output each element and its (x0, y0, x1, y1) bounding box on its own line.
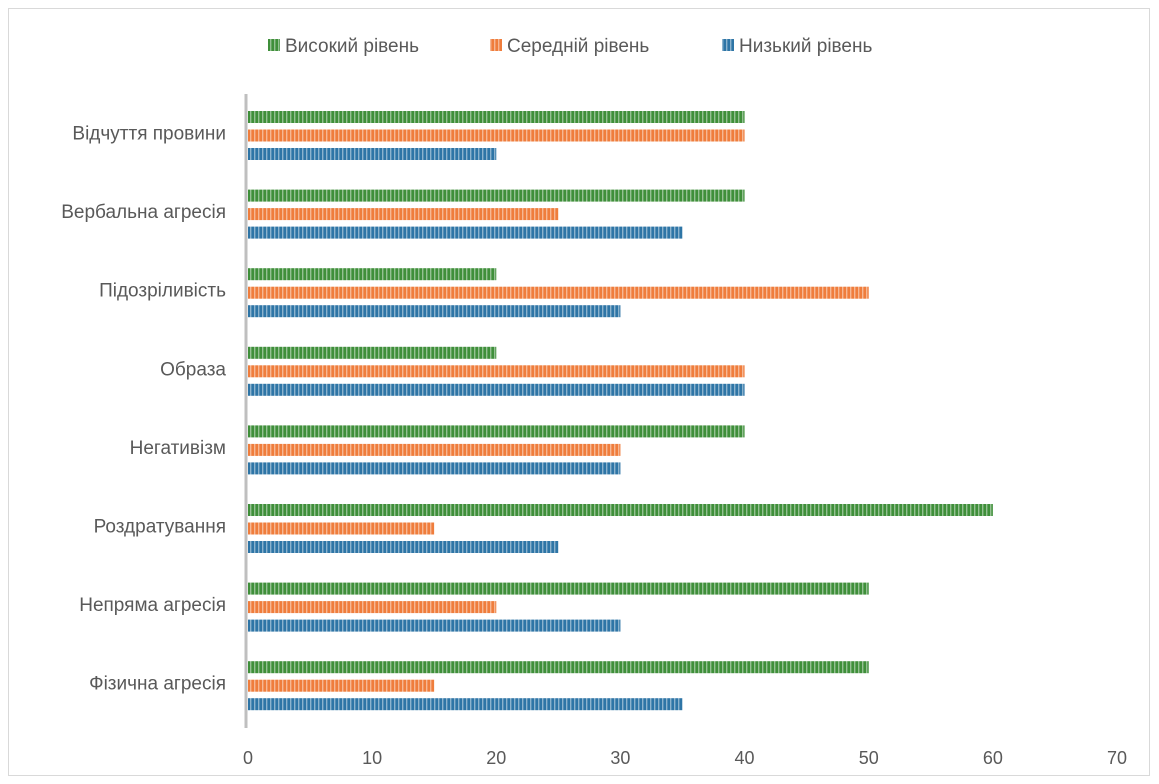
bar-образа-3 (248, 383, 745, 396)
bar-роздратування-1 (248, 504, 993, 516)
bar-негативізм-1 (248, 425, 745, 438)
bar-роздратування-2 (248, 522, 435, 535)
bar-негативізм-3 (248, 462, 621, 475)
bar-непряма-агресія-1 (248, 582, 869, 595)
bar-непряма-агресія-2 (248, 601, 497, 614)
category-label-6: Роздратування (94, 517, 226, 538)
bar-вербальна-агресія-1 (248, 189, 745, 202)
x-tick-label-30: 30 (610, 748, 630, 768)
x-tick-label-50: 50 (859, 748, 879, 768)
legend: Високий рівень Середній рівень Низький рів… (268, 36, 872, 57)
legend-swatch-2 (490, 39, 502, 51)
bar-відчуття-провини-2 (248, 129, 745, 142)
bar-відчуття-провини-1 (248, 111, 745, 123)
x-tick-label-40: 40 (735, 748, 755, 768)
bar-фізична-агресія-1 (248, 661, 869, 674)
bar-вербальна-агресія-3 (248, 226, 683, 239)
x-tick-label-10: 10 (362, 748, 382, 768)
x-tick-label-70: 70 (1107, 748, 1127, 768)
legend-swatch-1 (268, 39, 280, 51)
bar-негативізм-2 (248, 443, 621, 456)
x-tick-label-20: 20 (486, 748, 506, 768)
category-label-1: Відчуття провини (72, 124, 226, 145)
bar-образа-2 (248, 365, 745, 378)
x-axis-ticks: 0 10 20 30 40 50 60 70 (243, 748, 1127, 768)
category-label-2: Вербальна агресія (61, 202, 226, 223)
category-label-8: Фізична агресія (89, 674, 226, 695)
category-label-7: Непряма агресія (79, 595, 226, 616)
legend-swatch-3 (722, 39, 734, 51)
bar-підозріливість-2 (248, 286, 869, 299)
bar-підозріливість-1 (248, 268, 497, 281)
category-label-5: Негативізм (130, 438, 226, 459)
bar-відчуття-провини-3 (248, 148, 497, 160)
bar-образа-1 (248, 346, 497, 359)
legend-label-1: Високий рівень (285, 36, 419, 57)
bar-фізична-агресія-3 (248, 698, 683, 711)
x-tick-label-0: 0 (243, 748, 253, 768)
category-axis: Відчуття провини Вербальна агресія Підозрі… (61, 94, 248, 728)
category-label-4: Образа (160, 359, 226, 380)
legend-label-3: Низький рівень (739, 36, 872, 57)
bar-фізична-агресія-2 (248, 679, 435, 692)
legend-label-2: Середній рівень (507, 36, 649, 57)
x-tick-label-60: 60 (983, 748, 1003, 768)
bars (248, 111, 993, 711)
bar-непряма-агресія-3 (248, 619, 621, 632)
bar-підозріливість-3 (248, 305, 621, 318)
category-label-3: Підозріливість (99, 281, 226, 302)
bar-роздратування-3 (248, 541, 559, 553)
bar-вербальна-агресія-2 (248, 208, 559, 221)
